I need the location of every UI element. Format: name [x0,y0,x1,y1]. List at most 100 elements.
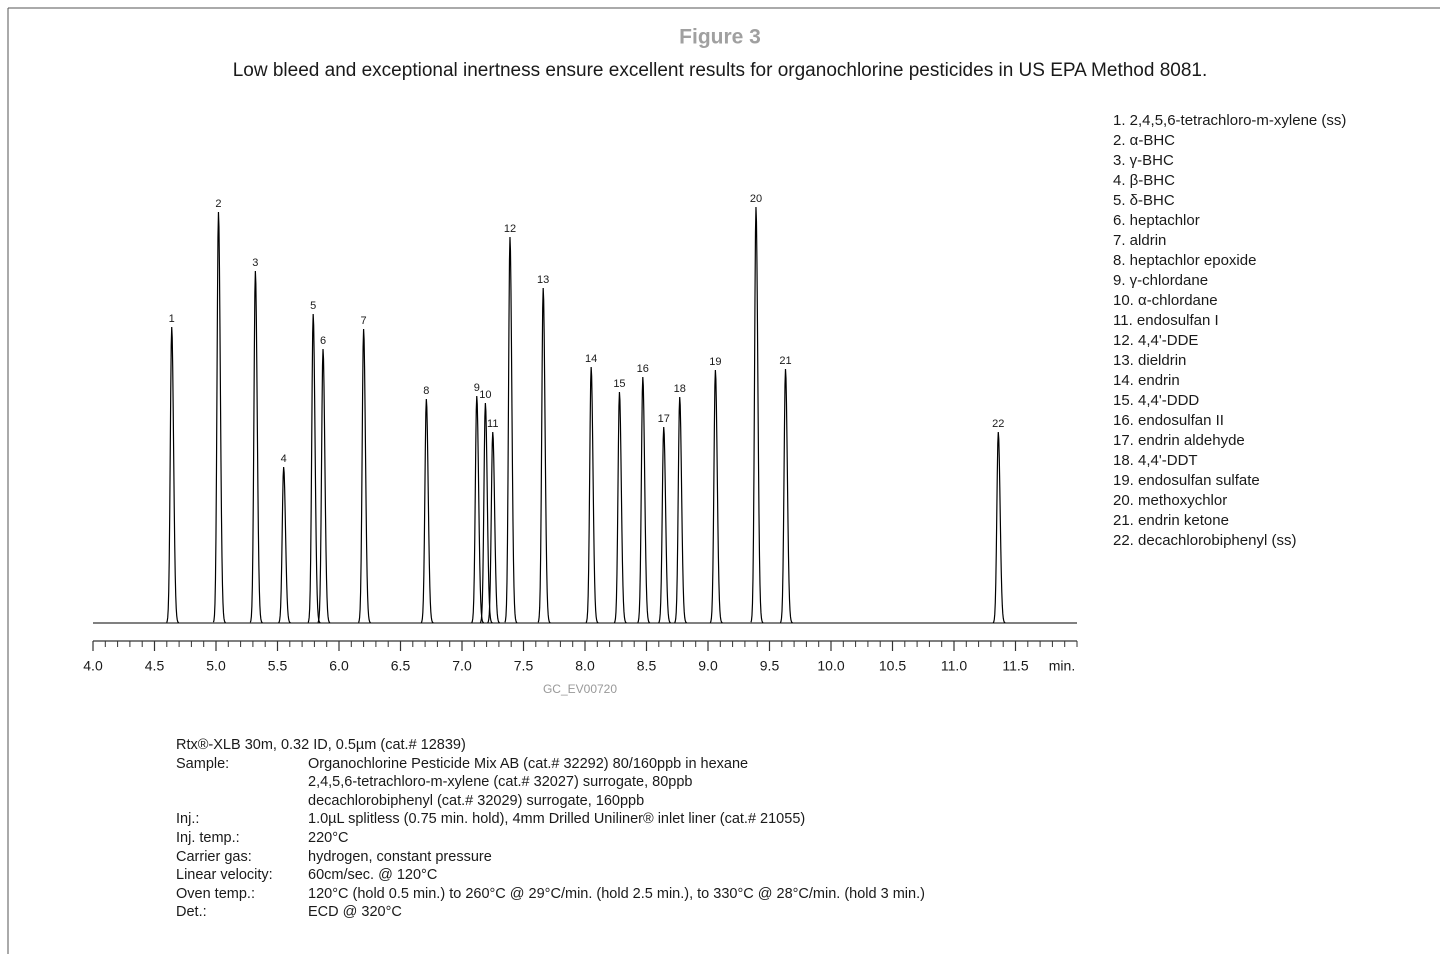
legend-entry: 2. α-BHC [1113,132,1176,149]
peak [750,206,764,624]
condition-row: Oven temp.: 120°C (hold 0.5 min.) to 260°… [176,885,925,904]
legend-entry: 1. 2,4,5,6-tetrachloro-m-xylene (ss) [1113,112,1347,129]
condition-row: Inj. temp.: 220°C [176,829,925,848]
condition-row: Linear velocity: 60cm/sec. @ 120°C [176,866,925,885]
conditions: Rtx®-XLB 30m, 0.32 ID, 0.5µm (cat.# 1283… [176,736,925,922]
condition-row: 2,4,5,6-tetrachloro-m-xylene (cat.# 3202… [176,773,925,792]
x-tick-label: 7.0 [452,658,472,674]
peak [166,326,180,624]
x-tick-label: 4.0 [83,658,103,674]
peak-label: 8 [423,385,429,397]
x-tick-label: 11.5 [1002,658,1028,674]
x-tick-label: 9.5 [760,658,780,674]
x-tick-label: 7.5 [514,658,534,674]
condition-label: Carrier gas: [176,848,252,865]
peak-legend: 1. 2,4,5,6-tetrachloro-m-xylene (ss) 2. α… [1113,111,1346,551]
x-tick-label: 4.5 [145,658,165,674]
condition-row: Inj.: 1.0µL splitless (0.75 min. hold), 4… [176,810,925,829]
peak [212,211,226,624]
legend-entry: 12. 4,4'-DDE [1113,332,1199,349]
legend-entry: 6. heptachlor [1113,212,1200,229]
legend-entry: 22. decachlorobiphenyl (ss) [1113,532,1297,549]
condition-row: Det.: ECD @ 320°C [176,903,925,922]
x-tick-label: 5.5 [268,658,288,674]
peak-label: 21 [779,355,791,367]
peak [471,395,485,624]
peak-label: 18 [674,383,686,395]
peak [709,369,723,624]
chart-title: Figure 3 [679,26,761,49]
condition-value: 1.0µL splitless (0.75 min. hold), 4mm Dr… [308,811,806,828]
peak-label: 13 [537,274,549,286]
peak-label: 7 [361,315,367,327]
condition-row: Carrier gas: hydrogen, constant pressure [176,848,925,867]
chart-subtitle: Low bleed and exceptional inertness ensu… [233,60,1208,81]
x-tick-label: 11.0 [941,658,967,674]
condition-value: 2,4,5,6-tetrachloro-m-xylene (cat.# 3202… [308,774,693,791]
peak [674,396,688,624]
peak-label: 17 [658,413,670,425]
column-line: Rtx®-XLB 30m, 0.32 ID, 0.5µm (cat.# 1283… [176,737,466,753]
peak [249,270,263,624]
condition-label [176,773,308,792]
peak [637,376,651,624]
peak [779,368,793,624]
peak-label: 12 [504,223,516,235]
x-tick-label: 5.0 [206,658,226,674]
condition-label: Inj.: [176,811,200,828]
condition-row: decachlorobiphenyl (cat.# 32029) surroga… [176,792,925,811]
peak [504,236,518,624]
x-tick-label: 6.0 [329,658,349,674]
condition-value: 60cm/sec. @ 120°C [308,867,438,884]
x-tick-label: 10.0 [817,658,844,674]
condition-label: Sample: [176,755,230,772]
condition-value: hydrogen, constant pressure [308,848,492,865]
peak [613,391,627,624]
legend-entry: 11. endosulfan I [1113,312,1219,329]
x-tick-label: 8.5 [637,658,657,674]
legend-entry: 21. endrin ketone [1113,512,1229,529]
condition-label [176,792,308,811]
legend-entry: 14. endrin [1113,372,1180,389]
peak [487,431,501,624]
legend-entry: 4. β-BHC [1113,172,1175,189]
peak [479,402,493,624]
condition-value: 120°C (hold 0.5 min.) to 260°C @ 29°C/mi… [308,885,925,902]
x-tick-label: 8.0 [575,658,595,674]
legend-entry: 18. 4,4'-DDT [1113,452,1198,469]
legend-entry: 16. endosulfan II [1113,412,1224,429]
x-tick-label: 9.0 [698,658,718,674]
peak-label: 22 [992,418,1004,430]
peak-label: 2 [215,198,221,210]
legend-entry: 10. α-chlordane [1113,292,1218,309]
figure-code: GC_EV00720 [543,682,617,696]
peak-label: 3 [252,257,258,269]
condition-value: decachlorobiphenyl (cat.# 32029) surroga… [308,792,645,809]
peak [585,366,599,624]
peak-label: 5 [310,300,316,312]
legend-entry: 19. endosulfan sulfate [1113,472,1260,489]
legend-entry: 20. methoxychlor [1113,492,1228,509]
peak [992,431,1006,624]
legend-entry: 5. δ-BHC [1113,192,1175,209]
peak-label: 19 [709,356,721,368]
condition-label: Linear velocity: [176,867,273,884]
legend-entry: 7. aldrin [1113,232,1167,249]
x-tick-label: 6.5 [391,658,411,674]
legend-entry: 15. 4,4'-DDD [1113,392,1200,409]
peak [537,287,551,624]
legend-entry: 8. heptachlor epoxide [1113,252,1257,269]
condition-row: Sample: Organochlorine Pesticide Mix AB (… [176,755,925,774]
peak [420,398,434,624]
peak-label: 14 [585,353,597,365]
peak-label: 9 [474,382,480,394]
legend-entry: 9. γ-chlordane [1113,272,1209,289]
peak-label: 15 [613,378,625,390]
condition-label: Inj. temp.: [176,829,240,846]
condition-value: ECD @ 320°C [308,904,402,921]
peak [317,348,331,624]
peak-label: 10 [479,389,491,401]
peak [658,426,671,624]
